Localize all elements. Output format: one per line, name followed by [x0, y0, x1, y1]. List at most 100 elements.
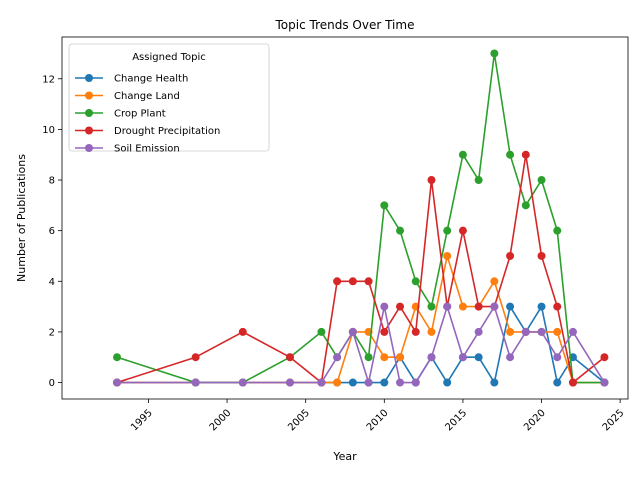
- legend-marker: [85, 126, 93, 135]
- data-point-drought-precipitation: [380, 327, 389, 336]
- legend-item-drought-precipitation: Drought Precipitation: [75, 126, 220, 137]
- legend-title: Assigned Topic: [132, 52, 206, 63]
- data-point-soil-emission: [411, 378, 420, 387]
- data-point-crop-plant: [490, 49, 499, 58]
- data-point-crop-plant: [506, 150, 515, 159]
- data-point-drought-precipitation: [474, 302, 483, 311]
- data-point-change-land: [443, 251, 452, 260]
- y-axis-ticks: 0 2 4 6 8 10 12: [42, 74, 62, 389]
- x-tick-label: 2005: [286, 408, 312, 434]
- data-point-soil-emission: [333, 353, 342, 362]
- legend-marker: [85, 91, 93, 100]
- data-point-drought-precipitation: [600, 353, 609, 362]
- data-point-crop-plant: [427, 302, 436, 311]
- data-point-soil-emission: [317, 378, 326, 387]
- data-point-change-land: [333, 378, 342, 387]
- legend-marker: [85, 109, 93, 117]
- y-tick-label: 0: [49, 378, 55, 389]
- y-axis-label: Number of Publications: [15, 154, 28, 282]
- legend-label: Change Land: [114, 91, 180, 102]
- y-tick-label: 2: [49, 327, 55, 338]
- legend-item-crop-plant: Crop Plant: [75, 109, 166, 120]
- data-point-soil-emission: [285, 378, 294, 387]
- data-point-soil-emission: [490, 302, 499, 311]
- data-point-change-land: [396, 353, 405, 362]
- data-point-change-health: [537, 302, 546, 311]
- data-point-change-land: [553, 327, 562, 336]
- data-point-crop-plant: [474, 176, 483, 185]
- series-line-crop-plant: [116, 52, 605, 384]
- legend-label: Drought Precipitation: [114, 126, 220, 137]
- legend-item-soil-emission: Soil Emission: [75, 144, 180, 155]
- data-point-soil-emission: [600, 378, 609, 387]
- data-point-change-health: [348, 378, 357, 387]
- x-axis-label: Year: [332, 450, 357, 463]
- data-point-soil-emission: [458, 353, 467, 362]
- data-point-soil-emission: [348, 327, 357, 336]
- data-point-crop-plant: [364, 353, 373, 362]
- series-line-soil-emission: [117, 305, 606, 384]
- data-point-crop-plant: [458, 150, 467, 159]
- data-point-soil-emission: [396, 378, 405, 387]
- data-point-soil-emission: [506, 353, 515, 362]
- x-tick-label: 2010: [365, 408, 391, 434]
- data-point-change-health: [506, 302, 515, 311]
- data-point-soil-emission: [568, 327, 577, 336]
- y-tick-label: 6: [49, 226, 55, 237]
- data-point-drought-precipitation: [568, 378, 577, 387]
- data-point-soil-emission: [113, 378, 122, 387]
- legend: Assigned Topic Change Health Change Land C…: [68, 43, 270, 155]
- data-point-drought-precipitation: [411, 327, 420, 336]
- data-point-crop-plant: [443, 226, 452, 235]
- data-point-crop-plant: [553, 226, 562, 235]
- data-point-drought-precipitation: [427, 176, 436, 185]
- x-axis-ticks: 1995 2000 2005 2010 2015 2020 2025: [129, 399, 627, 434]
- data-point-crop-plant: [537, 176, 546, 185]
- data-point-drought-precipitation: [396, 302, 405, 311]
- data-point-crop-plant: [317, 327, 326, 336]
- data-point-soil-emission: [443, 302, 452, 311]
- y-tick-label: 10: [42, 125, 55, 136]
- data-point-drought-precipitation: [191, 353, 200, 362]
- data-point-soil-emission: [474, 327, 483, 336]
- data-point-drought-precipitation: [458, 226, 467, 235]
- x-tick-label: 2020: [522, 408, 548, 434]
- data-point-soil-emission: [521, 327, 530, 336]
- data-point-soil-emission: [238, 378, 247, 387]
- chart-title: Topic Trends Over Time: [275, 18, 415, 32]
- legend-frame: [68, 43, 270, 152]
- y-tick-label: 12: [42, 74, 55, 85]
- data-point-drought-precipitation: [521, 150, 530, 159]
- legend-marker: [85, 74, 93, 82]
- data-point-soil-emission: [537, 327, 546, 336]
- data-point-soil-emission: [427, 353, 436, 362]
- data-point-change-land: [490, 277, 499, 286]
- series-soil-emission: [113, 302, 609, 387]
- data-point-soil-emission: [553, 353, 562, 362]
- data-point-crop-plant: [380, 201, 389, 210]
- data-point-change-land: [506, 327, 515, 336]
- data-point-crop-plant: [113, 353, 122, 362]
- data-point-change-land: [458, 302, 467, 311]
- y-tick-label: 4: [49, 277, 55, 288]
- data-point-soil-emission: [364, 378, 373, 387]
- data-point-change-health: [490, 378, 499, 387]
- data-point-soil-emission: [380, 302, 389, 311]
- plot-frame: [61, 36, 629, 400]
- series-line-drought-precipitation: [116, 153, 605, 384]
- data-point-drought-precipitation: [553, 302, 562, 311]
- data-point-crop-plant: [521, 201, 530, 210]
- data-point-drought-precipitation: [537, 251, 546, 260]
- data-point-change-health: [380, 378, 389, 387]
- x-tick-label: 1995: [129, 408, 155, 434]
- x-tick-label: 2000: [208, 408, 234, 434]
- x-tick-label: 2015: [444, 408, 470, 434]
- data-point-crop-plant: [411, 277, 420, 286]
- data-point-crop-plant: [396, 226, 405, 235]
- legend-label: Change Health: [114, 74, 188, 85]
- data-point-change-land: [380, 353, 389, 362]
- data-point-soil-emission: [191, 378, 200, 387]
- data-point-change-health: [474, 353, 483, 362]
- y-tick-label: 8: [49, 176, 55, 187]
